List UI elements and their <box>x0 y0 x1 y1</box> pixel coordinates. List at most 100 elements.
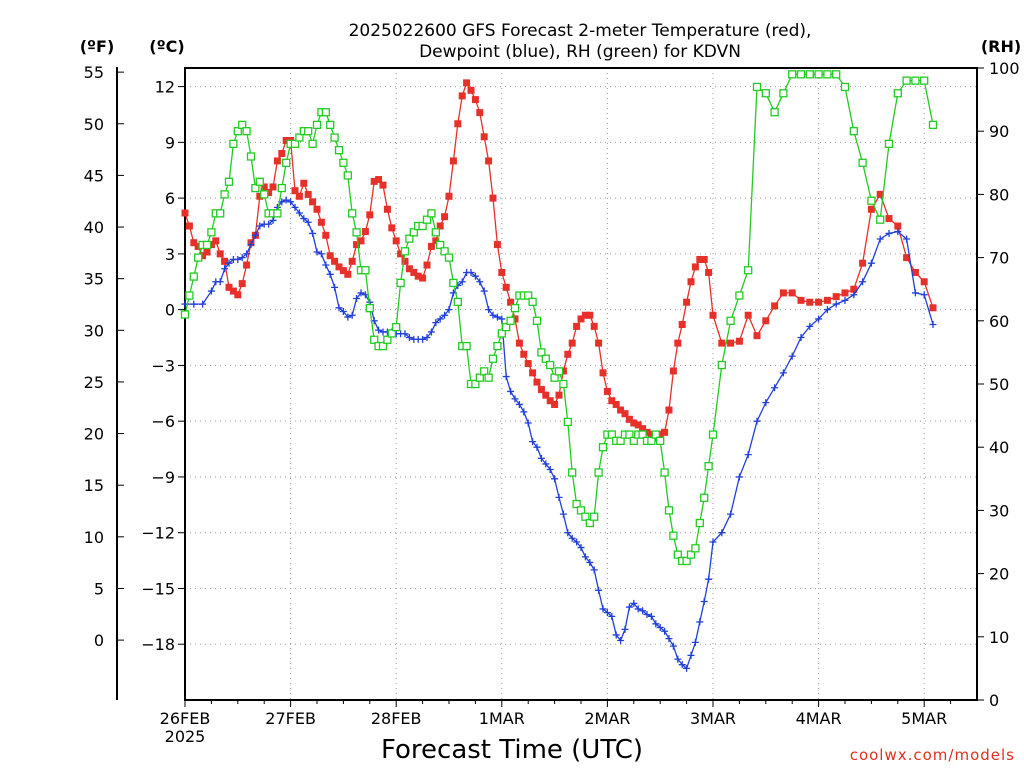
dewpoint-point <box>797 334 805 342</box>
rh-point <box>532 316 542 325</box>
temperature-point <box>859 259 867 267</box>
temperature-point <box>920 278 928 286</box>
temperature-point <box>379 181 387 189</box>
temperature-point <box>229 287 237 295</box>
series-temperature <box>181 79 937 442</box>
rh-point <box>550 373 559 382</box>
rh-point <box>823 70 832 79</box>
dewpoint-point <box>929 321 937 329</box>
rh-point <box>497 329 506 338</box>
dewpoint-point <box>639 607 647 615</box>
dewpoint-point <box>326 270 334 278</box>
rh-point <box>202 240 212 250</box>
dewpoint-point <box>295 209 303 217</box>
rh-point <box>647 436 656 446</box>
temperature-point <box>295 192 303 200</box>
temperature-point <box>524 360 532 368</box>
rh-point <box>691 544 700 553</box>
dewpoint-point <box>762 399 770 407</box>
temperature-point <box>590 322 598 330</box>
dewpoint-point <box>458 278 466 286</box>
tick-label-c: 0 <box>165 301 175 320</box>
dewpoint-point <box>524 419 532 427</box>
rh-point <box>581 512 590 521</box>
rh-point <box>427 209 436 218</box>
dewpoint-point <box>243 250 251 258</box>
dewpoint-point <box>317 250 325 258</box>
dewpoint-point <box>696 618 704 626</box>
dewpoint-point <box>625 603 633 611</box>
dewpoint-point <box>823 306 831 314</box>
rh-point <box>761 89 770 98</box>
dewpoint-point <box>432 319 440 327</box>
tick-label-f: 20 <box>84 425 104 444</box>
temperature-point <box>485 157 493 165</box>
temperature-point <box>181 209 189 217</box>
dewpoint-point <box>555 493 563 501</box>
dewpoint-point <box>537 454 545 462</box>
series-line-temperature <box>184 81 934 439</box>
tick-label-f: 30 <box>84 321 104 340</box>
dewpoint-point <box>331 283 339 291</box>
dewpoint-point <box>529 438 537 446</box>
dewpoint-point <box>573 538 581 546</box>
temperature-point <box>322 231 330 239</box>
dewpoint-point <box>353 294 361 302</box>
rh-point <box>528 297 537 306</box>
temperature-point <box>520 350 528 358</box>
tick-label-f: 15 <box>84 476 104 495</box>
temperature-point <box>718 339 726 347</box>
celsius-unit-label: (ºC) <box>149 37 184 56</box>
temperature-point <box>467 86 475 94</box>
dewpoint-point <box>265 220 273 228</box>
rh-point <box>216 209 225 218</box>
dewpoint-point <box>238 254 246 262</box>
temperature-point <box>929 304 937 312</box>
dewpoint-point <box>546 466 554 474</box>
dewpoint-point <box>300 215 308 223</box>
dewpoint-point <box>375 326 383 334</box>
dewpoint-point <box>335 304 343 312</box>
temperature-point <box>326 252 334 260</box>
dewpoint-point <box>502 373 510 381</box>
rh-point <box>849 127 858 136</box>
temperature-point <box>401 257 409 265</box>
dewpoint-point <box>669 642 677 650</box>
temperature-point <box>458 92 466 100</box>
temperature-point <box>190 239 198 247</box>
tick-label-x: 27FEB <box>265 709 316 728</box>
rh-point <box>911 76 920 85</box>
rh-point <box>506 316 515 325</box>
dewpoint-point <box>542 460 550 468</box>
dewpoint-point <box>304 218 312 226</box>
temperature-point <box>599 369 607 377</box>
dewpoint-point <box>322 261 330 269</box>
temperature-point <box>696 255 704 263</box>
dewpoint-point <box>427 328 435 336</box>
temperature-point <box>537 386 545 394</box>
rh-point <box>598 443 608 452</box>
temperature-point <box>194 242 202 250</box>
rh-point <box>735 291 744 300</box>
temperature-point <box>216 250 224 258</box>
tick-label-x: 4MAR <box>796 709 842 728</box>
rh-point <box>493 341 502 351</box>
temperature-point <box>687 278 695 286</box>
temperature-point <box>427 242 435 250</box>
dewpoint-point <box>647 612 655 620</box>
dewpoint-point <box>190 300 198 308</box>
temperature-point <box>361 228 369 236</box>
rh-point <box>330 133 339 142</box>
rh-point <box>541 354 550 363</box>
tick-label-c: 3 <box>165 245 175 264</box>
rh-point <box>744 266 753 275</box>
temperature-point <box>273 157 281 165</box>
dewpoint-point <box>603 609 611 617</box>
temperature-point <box>207 241 215 249</box>
dewpoint-point <box>753 417 761 425</box>
rh-point <box>308 139 317 148</box>
tick-label-rh: 80 <box>989 185 1009 204</box>
dewpoint-point <box>247 241 255 249</box>
rh-point <box>277 183 286 193</box>
temperature-point <box>625 415 633 423</box>
